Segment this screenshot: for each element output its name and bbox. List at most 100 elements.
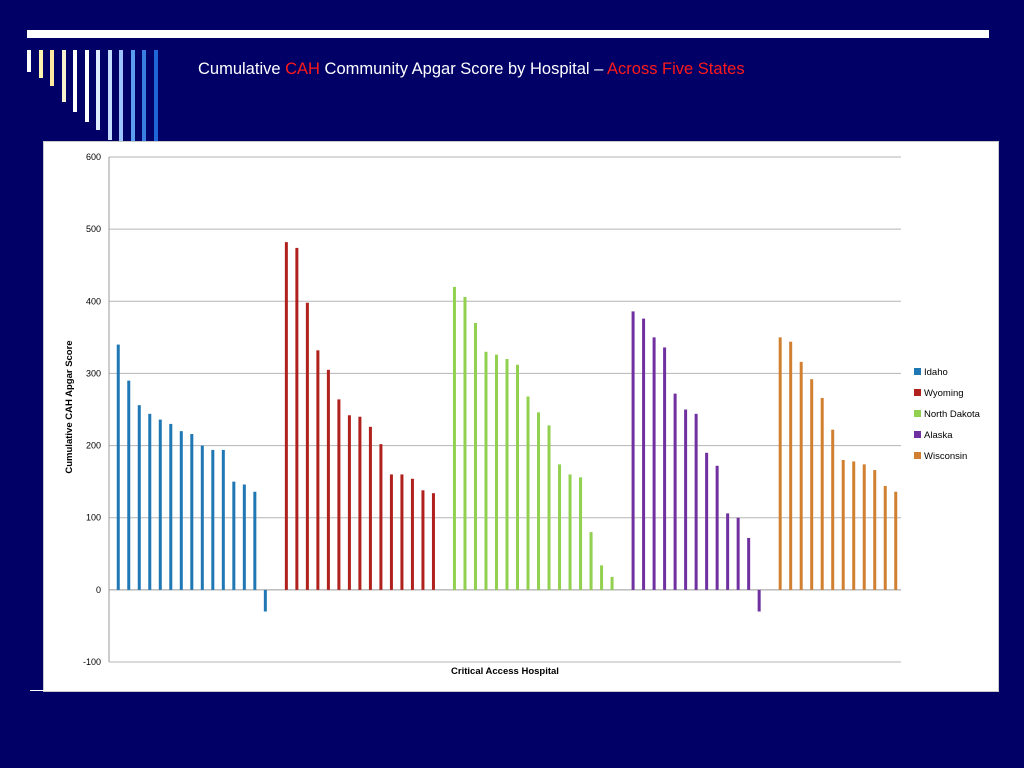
bar-wisconsin bbox=[862, 464, 866, 590]
bar-north-dakota bbox=[516, 364, 520, 590]
bar-alaska bbox=[747, 537, 751, 590]
bar-north-dakota bbox=[463, 296, 467, 590]
bar-north-dakota bbox=[568, 474, 572, 590]
bar-wyoming bbox=[379, 444, 383, 590]
bar-idaho bbox=[179, 431, 183, 590]
bar-wisconsin bbox=[831, 429, 835, 590]
y-tick-label: 400 bbox=[86, 296, 101, 306]
bar-north-dakota bbox=[494, 354, 498, 590]
y-tick-label: 500 bbox=[86, 224, 101, 234]
y-tick-label: -100 bbox=[83, 657, 101, 667]
bar-idaho bbox=[137, 405, 141, 590]
bar-north-dakota bbox=[505, 359, 509, 590]
decorative-bar bbox=[73, 50, 77, 112]
bar-idaho bbox=[190, 434, 194, 590]
bar-idaho bbox=[242, 484, 246, 590]
title-accent-states: Across Five States bbox=[607, 60, 745, 78]
bar-idaho bbox=[116, 344, 120, 590]
legend-swatch bbox=[914, 410, 921, 417]
y-axis: -100 0 100 200 300 400 500 600 bbox=[83, 152, 110, 667]
legend-swatch bbox=[914, 431, 921, 438]
bar-wyoming bbox=[421, 490, 425, 590]
bar-wyoming bbox=[368, 426, 372, 590]
bar-alaska bbox=[652, 337, 656, 590]
bar-north-dakota bbox=[579, 477, 583, 590]
bar-wyoming bbox=[337, 399, 341, 590]
decorative-bar bbox=[130, 50, 135, 156]
chart-panel: -100 0 100 200 300 400 500 600 Idaho Wyoming Nort… bbox=[43, 141, 999, 692]
bar-wisconsin bbox=[852, 461, 856, 590]
bar-wisconsin bbox=[778, 337, 782, 590]
decorative-bar bbox=[84, 50, 89, 122]
x-axis-label: Critical Access Hospital bbox=[451, 666, 559, 677]
bar-north-dakota bbox=[452, 286, 456, 590]
decorative-bar bbox=[38, 50, 43, 78]
bottom-rule bbox=[30, 690, 44, 691]
bar-alaska bbox=[673, 393, 677, 590]
bar-alaska bbox=[715, 465, 719, 590]
decorative-bar bbox=[153, 50, 158, 172]
bar-idaho bbox=[253, 491, 257, 590]
bar-idaho bbox=[263, 589, 267, 612]
bar-wisconsin bbox=[841, 460, 845, 590]
bar-idaho bbox=[158, 419, 162, 590]
bar-alaska bbox=[663, 347, 667, 590]
bar-wyoming bbox=[295, 247, 299, 590]
bar-wisconsin bbox=[894, 491, 898, 590]
bar-north-dakota bbox=[484, 351, 488, 590]
decorative-bar bbox=[119, 50, 123, 148]
legend-swatch bbox=[914, 389, 921, 396]
bar-north-dakota bbox=[526, 396, 530, 590]
bar-wyoming bbox=[316, 350, 320, 590]
legend-label: Idaho bbox=[924, 367, 948, 378]
bar-north-dakota bbox=[473, 322, 477, 590]
bar-alaska bbox=[642, 318, 646, 590]
title-text-2: Community Apgar Score by Hospital – bbox=[319, 60, 608, 78]
y-tick-label: 600 bbox=[86, 152, 101, 162]
bar-wyoming bbox=[284, 242, 288, 590]
bar-wisconsin bbox=[883, 485, 887, 590]
decorative-bar bbox=[27, 50, 31, 72]
bar-north-dakota bbox=[537, 412, 541, 590]
bar-north-dakota bbox=[610, 576, 614, 590]
legend: Idaho Wyoming North Dakota Alaska Wisconsin bbox=[914, 367, 981, 462]
bar-idaho bbox=[211, 449, 215, 590]
title-accent-cah: CAH bbox=[285, 60, 320, 78]
decorative-bar bbox=[142, 50, 146, 164]
bar-wyoming bbox=[358, 416, 362, 590]
bar-idaho bbox=[232, 481, 236, 590]
bar-alaska bbox=[684, 409, 688, 590]
slide-title: Cumulative CAH Community Apgar Score by … bbox=[198, 60, 978, 79]
bar-north-dakota bbox=[589, 532, 593, 590]
bar-wisconsin bbox=[873, 470, 877, 590]
bar-idaho bbox=[221, 449, 225, 590]
decorative-bars bbox=[0, 0, 200, 172]
bar-wisconsin bbox=[789, 341, 793, 590]
y-tick-label: 200 bbox=[86, 441, 101, 451]
bar-wyoming bbox=[326, 369, 330, 590]
bar-wyoming bbox=[431, 493, 435, 590]
bar-idaho bbox=[127, 380, 131, 590]
bar-alaska bbox=[705, 452, 709, 590]
legend-label: Alaska bbox=[924, 430, 953, 441]
bar-idaho bbox=[148, 413, 152, 590]
bar-alaska bbox=[726, 513, 730, 590]
y-tick-label: 0 bbox=[96, 585, 101, 595]
title-text-1: Cumulative bbox=[198, 60, 286, 78]
legend-swatch bbox=[914, 452, 921, 459]
bar-alaska bbox=[694, 413, 698, 590]
bar-north-dakota bbox=[600, 565, 604, 590]
decorative-bar bbox=[61, 50, 66, 102]
top-rule bbox=[27, 30, 989, 38]
bar-idaho bbox=[200, 445, 204, 590]
y-axis-label: Cumulative CAH Apgar Score bbox=[64, 340, 75, 473]
legend-label: North Dakota bbox=[924, 409, 981, 420]
bar-north-dakota bbox=[558, 464, 562, 590]
bar-alaska bbox=[736, 517, 740, 590]
bar-wisconsin bbox=[799, 361, 803, 590]
bar-north-dakota bbox=[547, 425, 551, 590]
bar-wyoming bbox=[347, 415, 351, 590]
bar-chart: -100 0 100 200 300 400 500 600 Idaho Wyoming Nort… bbox=[64, 152, 981, 677]
bar-idaho bbox=[169, 423, 173, 590]
bars bbox=[116, 242, 898, 612]
